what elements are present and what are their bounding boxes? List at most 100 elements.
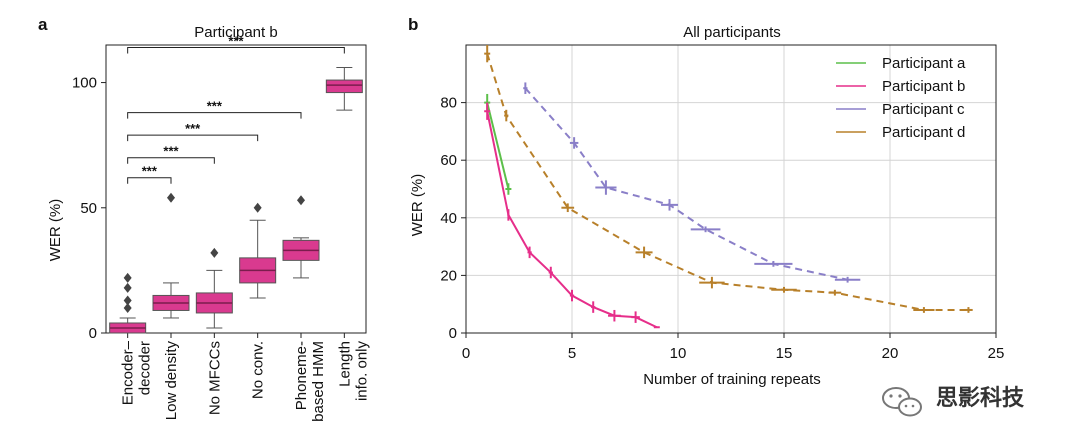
legend-label: Participant c (882, 101, 965, 118)
legend: Participant a Participant b Participant c P… (836, 55, 966, 141)
legend-label: Participant a (882, 55, 966, 72)
data-point (690, 226, 721, 233)
significance-bracket: *** (127, 34, 345, 54)
outlier (123, 302, 132, 313)
significance-bracket: *** (127, 121, 259, 142)
panel-a-title: Participant b (194, 24, 277, 41)
box-5 (325, 67, 363, 111)
x-tick-label: 0 (462, 345, 470, 362)
outlier (123, 272, 132, 283)
series-participant-b (484, 102, 660, 329)
watermark-text: 思影科技 (936, 385, 1025, 410)
data-point (569, 289, 575, 302)
significance-label: *** (142, 164, 158, 179)
outlier (167, 192, 175, 203)
data-point (523, 82, 528, 94)
data-point (561, 203, 575, 213)
data-point (484, 102, 491, 120)
data-point (569, 137, 579, 149)
x-tick-label: Low density (163, 341, 180, 421)
y-tick-label: 20 (440, 267, 457, 284)
panel-a-plot: 0 50 100 Encoder–decoder Low density No MFCCs… (72, 34, 370, 422)
outlier (210, 247, 219, 258)
data-point (505, 183, 512, 195)
wechat-logo-icon (882, 387, 922, 417)
data-point (507, 209, 510, 221)
x-tick-label: Phoneme-based HMM (293, 341, 327, 422)
box-iqr (325, 79, 363, 94)
x-tick-label: 10 (670, 345, 687, 362)
x-tick-label: 25 (988, 345, 1005, 362)
y-tick-label: 100 (72, 75, 97, 92)
panel-b-letter: b (408, 15, 418, 34)
panel-a-ylabel: WER (%) (47, 199, 64, 262)
y-tick-label: 40 (440, 210, 457, 227)
data-point (595, 180, 617, 195)
data-point (828, 289, 842, 296)
panel-b-ylabel: WER (%) (409, 174, 426, 237)
box-2 (195, 247, 233, 329)
data-point (754, 261, 793, 267)
box-0 (109, 272, 147, 334)
bracket-line (127, 157, 215, 164)
x-tick-label: Lengthinfo. only (336, 341, 370, 402)
series-participant-d (484, 45, 973, 313)
box-4 (282, 195, 320, 279)
data-point (608, 309, 621, 322)
significance-label: *** (185, 121, 201, 136)
x-tick-label: No MFCCs (206, 341, 223, 415)
y-tick-label: 50 (80, 200, 97, 217)
data-point (635, 246, 653, 259)
y-tick-label: 60 (440, 152, 457, 169)
data-point (591, 301, 596, 313)
x-tick-label: 5 (568, 345, 576, 362)
y-tick-label: 0 (449, 325, 457, 342)
data-point (527, 246, 532, 259)
significance-label: *** (207, 99, 223, 114)
bracket-line (127, 177, 172, 184)
y-tick-label: 80 (440, 95, 457, 112)
bracket-line (127, 134, 259, 142)
significance-bracket: *** (127, 164, 172, 184)
significance-label: *** (228, 34, 244, 49)
significance-bracket: *** (127, 144, 215, 164)
significance-label: *** (163, 144, 179, 159)
outlier (297, 195, 305, 206)
panel-b-title: All participants (683, 24, 781, 41)
series-line (486, 102, 510, 190)
data-point (504, 109, 509, 122)
outlier (253, 202, 262, 213)
x-tick-label: 15 (776, 345, 793, 362)
box-3 (239, 202, 277, 299)
panel-b-frame (465, 44, 997, 334)
data-point (699, 276, 725, 289)
box-1 (152, 192, 190, 319)
data-point (913, 307, 935, 313)
data-point (661, 199, 678, 211)
panel-a-frame (105, 44, 367, 334)
legend-label: Participant b (882, 78, 965, 95)
series-participant-a (484, 93, 512, 195)
data-point (484, 45, 491, 63)
x-tick-label: 20 (882, 345, 899, 362)
series-line (524, 87, 848, 281)
data-point (964, 307, 973, 313)
data-point (771, 286, 797, 293)
outlier (123, 295, 132, 306)
data-point (548, 266, 553, 279)
significance-bracket: *** (127, 99, 302, 119)
x-tick-label: No conv. (250, 341, 267, 399)
series-participant-c (523, 82, 861, 283)
bracket-line (127, 47, 345, 54)
x-tick-label: Encoder–decoder (120, 340, 154, 405)
outlier (123, 282, 132, 293)
y-tick-label: 0 (89, 325, 97, 342)
panel-b-xlabel: Number of training repeats (643, 371, 821, 388)
watermark: 思影科技 (882, 385, 1025, 417)
data-point (631, 311, 640, 323)
data-point (834, 276, 861, 283)
bracket-line (127, 112, 302, 119)
legend-label: Participant d (882, 124, 965, 141)
